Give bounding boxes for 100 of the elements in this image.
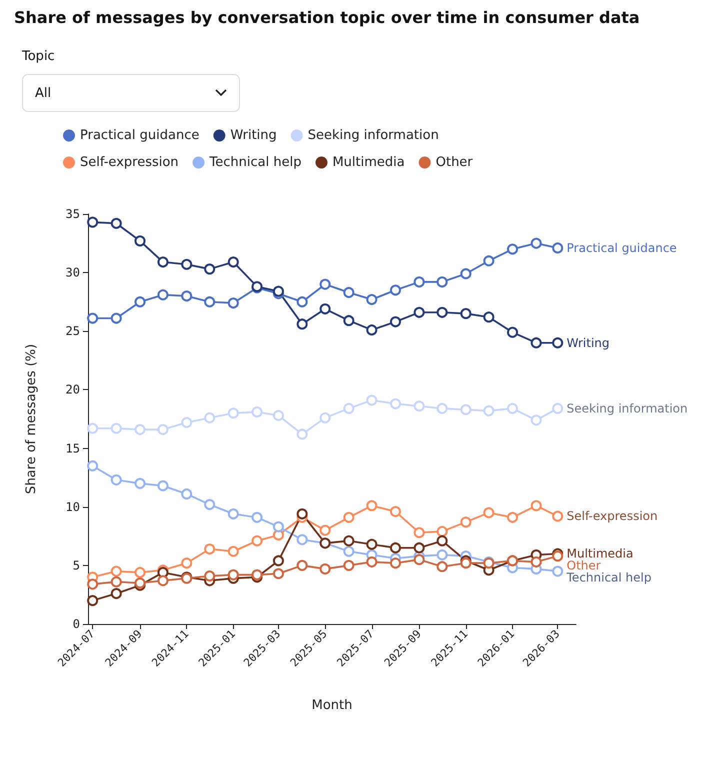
point (414, 527, 425, 538)
text: Writing (566, 336, 610, 350)
point (272, 555, 284, 566)
point (228, 298, 239, 309)
point (436, 306, 448, 318)
point (157, 256, 168, 268)
point (460, 268, 472, 280)
point (366, 294, 378, 306)
point (552, 510, 564, 522)
point (343, 535, 354, 546)
point (436, 549, 448, 560)
point (272, 286, 284, 297)
point (296, 296, 308, 308)
point (157, 480, 168, 492)
point (252, 512, 263, 523)
point (252, 406, 263, 418)
y-tick-label: 25 (66, 324, 80, 338)
point (181, 558, 192, 569)
point (483, 405, 494, 416)
y-tick-label: 30 (66, 266, 80, 280)
point (87, 216, 98, 228)
point (110, 422, 122, 434)
point (460, 308, 472, 320)
y-tick-label: 0 (72, 617, 80, 631)
point (110, 218, 122, 229)
legend-label: Practical guidance (80, 128, 200, 143)
point (390, 506, 401, 518)
point (87, 460, 98, 472)
point (110, 588, 122, 600)
y-axis-title: Share of messages (%) (24, 344, 39, 494)
x-axis-title: Month (312, 698, 352, 713)
point (181, 290, 192, 302)
y-tick-label: 15 (66, 441, 80, 456)
point (530, 556, 542, 568)
point (436, 561, 448, 572)
point (460, 404, 472, 416)
point (110, 312, 122, 324)
point (272, 521, 284, 532)
point (228, 408, 239, 419)
dropdown-field: All (22, 74, 240, 112)
point (296, 428, 308, 440)
point (157, 424, 168, 436)
point (414, 400, 425, 412)
point (552, 337, 564, 348)
legend-label: Writing (230, 128, 277, 143)
point (414, 542, 425, 554)
point (87, 312, 98, 324)
text: Technical help (566, 570, 652, 585)
text: Practical guidance (566, 240, 677, 255)
point (252, 535, 263, 546)
point (272, 529, 284, 540)
point (552, 550, 564, 562)
y-tick-label: 20 (66, 382, 80, 397)
point (343, 560, 354, 571)
point (530, 337, 542, 348)
text: Self-expression (566, 509, 658, 524)
point (507, 402, 518, 414)
point (530, 500, 542, 512)
point (110, 576, 122, 588)
point (320, 412, 331, 424)
chart-title: Share of messages by conversation topic over time in consumer data (14, 8, 641, 27)
point (296, 560, 308, 571)
point (507, 512, 518, 523)
text: Topic (22, 49, 56, 64)
point (390, 316, 401, 328)
point (134, 424, 146, 436)
point (390, 398, 401, 410)
point (134, 296, 146, 308)
point (87, 595, 98, 606)
point (87, 578, 98, 590)
point (228, 546, 239, 557)
point (552, 566, 564, 577)
point (483, 312, 494, 323)
point (366, 500, 378, 512)
point (320, 303, 331, 314)
point (204, 544, 216, 555)
point (414, 554, 425, 566)
point (296, 508, 308, 520)
y-tick-label: 5 (72, 558, 80, 572)
point (436, 535, 448, 546)
point (483, 507, 494, 518)
point (181, 258, 192, 270)
point (134, 478, 146, 489)
point (530, 414, 542, 426)
point (296, 318, 308, 330)
point (460, 516, 472, 528)
point (436, 526, 448, 537)
point (552, 242, 564, 254)
point (181, 417, 192, 428)
point (204, 264, 216, 275)
point (134, 578, 146, 588)
point (343, 546, 354, 557)
point (157, 575, 168, 586)
point (204, 296, 216, 308)
point (110, 474, 122, 486)
text: Other (566, 558, 601, 573)
point (343, 315, 354, 326)
point (320, 524, 331, 536)
legend-label: Technical help (208, 155, 302, 170)
point (228, 256, 239, 268)
